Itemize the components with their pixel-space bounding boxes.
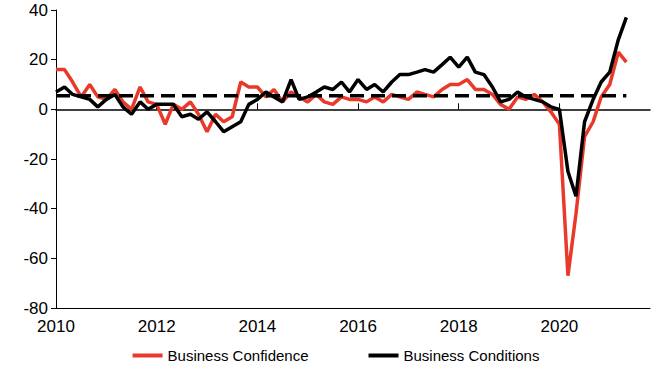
svg-text:-80: -80 xyxy=(23,299,48,318)
svg-text:2016: 2016 xyxy=(339,317,377,336)
svg-text:40: 40 xyxy=(29,1,48,20)
svg-text:-40: -40 xyxy=(23,199,48,218)
svg-text:Business Conditions: Business Conditions xyxy=(404,347,540,364)
svg-text:20: 20 xyxy=(29,50,48,69)
svg-text:2014: 2014 xyxy=(238,317,276,336)
svg-text:2012: 2012 xyxy=(138,317,176,336)
svg-text:Business Confidence: Business Confidence xyxy=(168,347,309,364)
svg-text:0: 0 xyxy=(39,100,48,119)
svg-text:2020: 2020 xyxy=(540,317,578,336)
svg-text:-60: -60 xyxy=(23,249,48,268)
svg-text:-20: -20 xyxy=(23,150,48,169)
svg-text:2010: 2010 xyxy=(37,317,75,336)
svg-text:2018: 2018 xyxy=(440,317,478,336)
